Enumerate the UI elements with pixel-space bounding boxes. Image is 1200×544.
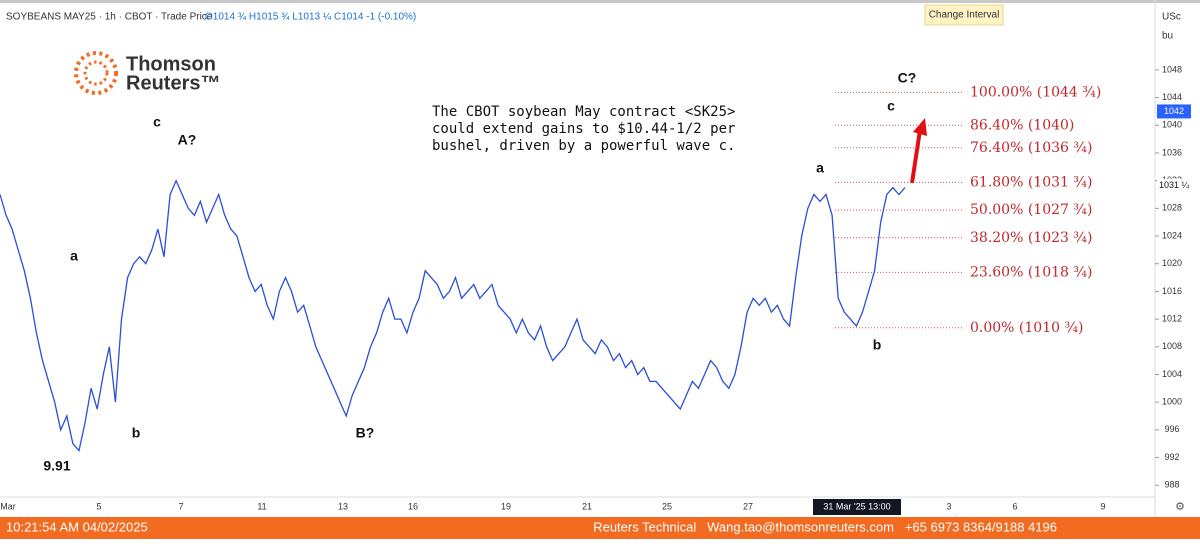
tooltip-box [924,4,1004,26]
wave-label: a [816,160,824,176]
arrow-head [913,118,927,136]
x-tick-label: 7 [178,501,183,511]
y-tick-label: 992 [1164,452,1179,462]
unit-bottom[interactable]: bu [1162,31,1173,42]
fib-label: 0.00% (1010 ¾) [970,320,1084,336]
price-tag [1157,104,1191,119]
footer-contact: Reuters Technical Wang.tao@thomsonreuter… [593,519,1057,534]
wave-label: B? [356,425,375,441]
logo-text: Reuters™ [126,72,220,94]
x-tick-label: 19 [501,501,511,511]
y-tick-label: 1024 [1162,230,1182,240]
top-border [0,0,1200,3]
x-tick-label: 16 [408,501,418,511]
y-tick-label: 1016 [1162,286,1182,296]
wave-label: c [153,114,161,130]
logo-mark [83,60,109,86]
y-tick-label: 1028 [1162,203,1182,213]
wave-label: a [70,248,78,264]
settings-icon[interactable]: ⚙ [1175,501,1185,513]
commentary: The CBOT soybean May contract <SK25> [432,104,735,120]
wave-label: C? [898,70,917,86]
ohlc: O1014 ¾ H1015 ¾ L1013 ¼ C1014 -1 (-0.10%… [205,11,416,23]
fib-label: 100.00% (1044 ¾) [970,84,1101,100]
x-tick-label: 3 [946,501,951,511]
x-tick-label: 5 [96,501,101,511]
footer [0,517,1200,539]
x-tick-label: 25 [662,501,672,511]
y-tick-label: 1000 [1162,397,1182,407]
x-tick-label: Mar [0,501,16,511]
x-tick-label: 9 [1100,501,1105,511]
y-tick-label: 1036 [1162,147,1182,157]
commentary: could extend gains to $10.44-1/2 per [432,121,735,137]
y-tick-label: 1044 [1162,92,1182,102]
x-tick-label: 21 [582,501,592,511]
price-tag [1157,178,1191,193]
fib-label: 86.40% (1040) [970,117,1074,133]
logo: Thomson Reuters™ [74,51,220,95]
wave-label: A? [178,132,197,148]
y-tick-label: 1040 [1162,120,1182,130]
footer-time: 10:21:54 AM 04/02/2025 [6,519,148,534]
commentary: bushel, driven by a powerful wave c. [432,138,735,154]
logo-mark [74,51,118,95]
y-tick-label: 1048 [1162,64,1182,74]
wave-label: b [132,425,141,441]
y-tick-label: 988 [1164,480,1179,490]
unit-top[interactable]: USc [1162,12,1181,23]
tooltip[interactable]: Change Interval [929,10,1000,21]
x-tick-label: 31 Mar '25 13:00 [823,501,890,511]
header: SOYBEANS MAY25 · 1h · CBOT · Trade Price [6,12,213,23]
wave-label: b [873,337,882,353]
price-tag-label: 1042 [1164,106,1184,116]
fib-label: 23.60% (1018 ¾) [970,264,1092,280]
wave-label: c [887,98,895,114]
y-tick-label: 1008 [1162,341,1182,351]
x-tick-label: 11 [257,501,266,511]
y-tick-label: 1004 [1162,369,1182,379]
arrow [910,129,922,184]
logo-text: Thomson [126,53,216,75]
x-tick-label: 6 [1012,501,1017,511]
price-tag-label: 1031 ¼ [1159,180,1190,190]
y-tick-label: 1012 [1162,313,1182,323]
fib-label: 38.20% (1023 ¾) [970,230,1092,246]
price-line [0,179,906,452]
x-label-highlight [813,499,901,515]
wave-label: 9.91 [43,458,70,474]
fib-label: 50.00% (1027 ¾) [970,202,1092,218]
x-tick-label: 27 [743,501,753,511]
y-tick-label: 996 [1164,424,1179,434]
y-tick-label: 1020 [1162,258,1182,268]
fib-label: 76.40% (1036 ¾) [970,140,1092,156]
x-tick-label: 13 [338,501,348,511]
fib-label: 61.80% (1031 ¾) [970,174,1092,190]
